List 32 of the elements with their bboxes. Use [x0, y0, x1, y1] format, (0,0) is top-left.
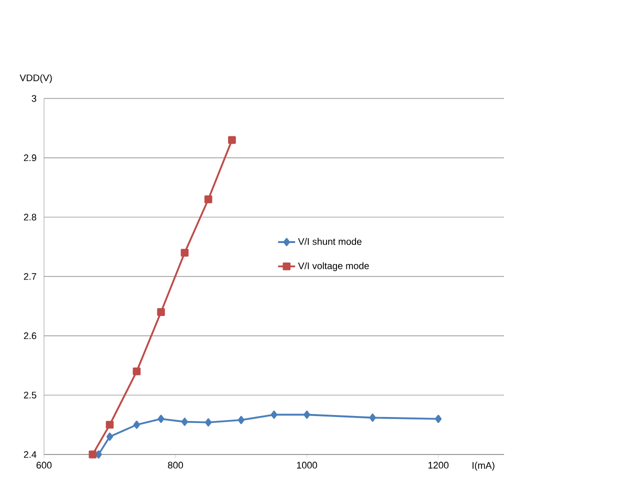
point	[88, 450, 97, 458]
legend-label: V/I shunt mode	[298, 238, 362, 245]
y-tick-label: 2.7	[24, 273, 36, 280]
point	[205, 418, 212, 427]
y-tick-label: 2.9	[24, 154, 36, 162]
y-axis-title: VDD(V)	[20, 74, 52, 84]
x-tick-label: 1000	[297, 462, 318, 469]
x-tick-label: 800	[168, 462, 184, 469]
point	[106, 432, 114, 441]
point	[238, 416, 244, 424]
x-tick-label: 600	[36, 462, 52, 469]
point	[181, 418, 188, 426]
y-tick-label: 2.4	[24, 451, 36, 458]
point	[158, 414, 164, 423]
legend-label: V/I voltage mode	[298, 262, 369, 272]
point	[270, 410, 278, 419]
point	[204, 195, 212, 204]
y-tick-label: 2.8	[24, 214, 36, 220]
point	[157, 308, 165, 316]
point	[369, 414, 376, 422]
point	[435, 414, 442, 423]
x-axis-title: I(mA)	[472, 462, 494, 471]
point	[133, 420, 140, 429]
y-tick-label: 3	[32, 95, 36, 102]
point	[304, 410, 310, 419]
point	[132, 367, 141, 376]
point	[180, 248, 189, 257]
y-tick-label: 2.6	[24, 332, 36, 340]
point	[106, 420, 114, 429]
y-tick-label: 2.5	[24, 392, 36, 398]
x-tick-label: 1200	[428, 462, 449, 469]
point	[228, 136, 236, 144]
